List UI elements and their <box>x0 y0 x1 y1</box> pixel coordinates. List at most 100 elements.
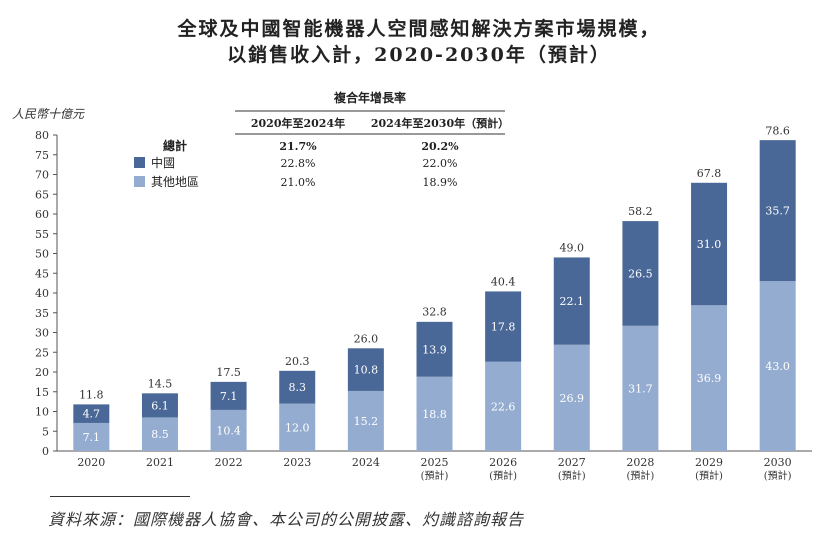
cagr-value-2024-2030: 18.9% <box>423 176 458 189</box>
cagr-row-label: 中國 <box>151 155 175 170</box>
bar-segment-other-regions <box>759 281 796 451</box>
bar-segment-china <box>759 140 796 282</box>
cagr-value-2020-2024: 21.0% <box>281 176 316 189</box>
x-tick-note: (預計) <box>489 469 517 482</box>
x-tick-label: 2022 <box>215 456 243 469</box>
x-tick-label: 2021 <box>146 456 174 469</box>
source-note: 資料來源：國際機器人協會、本公司的公開披露、灼識諮詢報告 <box>48 510 525 529</box>
data-label-china: 17.8 <box>491 321 516 334</box>
y-tick-label: 35 <box>35 307 49 320</box>
data-label-china: 6.1 <box>151 399 169 412</box>
cagr-value-2024-2030: 20.2% <box>421 140 459 153</box>
data-label-total: 67.8 <box>697 167 722 180</box>
x-tick-label: 2030 <box>764 456 792 469</box>
chart-title-line2: 以銷售收入計，2020-2030年（預計） <box>227 44 611 66</box>
y-tick-label: 45 <box>35 267 49 280</box>
data-label-total: 20.3 <box>285 355 310 368</box>
source-divider <box>50 496 190 497</box>
bar-segment-china <box>553 257 590 345</box>
y-tick-label: 75 <box>35 149 49 162</box>
y-axis-label: 人民幣十億元 <box>12 107 85 121</box>
data-label-other-regions: 7.1 <box>83 431 101 444</box>
y-tick-label: 10 <box>35 406 49 419</box>
cagr-col2-header: 2024年至2030年（預計） <box>371 116 509 130</box>
x-tick-label: 2020 <box>77 456 105 469</box>
y-tick-label: 65 <box>35 188 49 201</box>
cagr-row-label: 其他地區 <box>151 175 199 189</box>
data-label-china: 26.5 <box>628 267 653 280</box>
bar-segment-china <box>485 291 522 362</box>
cagr-row-label: 總計 <box>163 138 187 153</box>
data-label-other-regions: 10.4 <box>216 424 241 437</box>
cagr-value-2024-2030: 22.0% <box>423 157 458 170</box>
data-label-other-regions: 22.6 <box>491 400 516 413</box>
data-label-china: 13.9 <box>422 343 447 356</box>
bar-segment-china <box>347 348 384 391</box>
bar-segment-china <box>279 370 316 404</box>
x-tick-label: 2023 <box>283 456 311 469</box>
bar-segment-china <box>73 404 110 423</box>
x-tick-label: 2026 <box>489 456 517 469</box>
y-tick-label: 80 <box>35 129 49 142</box>
data-label-total: 14.5 <box>148 378 173 391</box>
x-tick-label: 2025 <box>421 456 449 469</box>
cagr-col1-header: 2020年至2024年 <box>251 116 345 130</box>
bar-segment-other-regions <box>210 409 247 451</box>
y-tick-label: 20 <box>35 366 49 379</box>
data-label-china: 10.8 <box>354 364 379 377</box>
data-label-other-regions: 18.8 <box>422 408 447 421</box>
bar-segment-china <box>141 393 178 418</box>
x-tick-label: 2024 <box>352 456 380 469</box>
data-label-other-regions: 12.0 <box>285 421 310 434</box>
data-label-china: 7.1 <box>220 390 238 403</box>
bar-segment-other-regions <box>485 361 522 451</box>
data-label-china: 31.0 <box>697 238 722 251</box>
bar-segment-china <box>691 182 728 306</box>
legend-swatch <box>134 157 145 168</box>
bar-segment-other-regions <box>347 390 384 451</box>
x-tick-note: (預計) <box>558 469 586 482</box>
data-label-total: 40.4 <box>491 275 516 288</box>
bar-segment-china <box>416 321 453 377</box>
data-label-china: 22.1 <box>560 295 585 308</box>
data-label-other-regions: 36.9 <box>697 372 722 385</box>
y-tick-label: 55 <box>35 228 49 241</box>
bar-segment-china <box>210 381 247 410</box>
y-tick-label: 70 <box>35 169 49 182</box>
x-tick-label: 2029 <box>695 456 723 469</box>
bar-segment-other-regions <box>141 417 178 451</box>
y-tick-label: 50 <box>35 248 49 261</box>
bar-segment-other-regions <box>279 403 316 451</box>
legend-swatch <box>134 176 145 187</box>
data-label-other-regions: 31.7 <box>628 382 653 395</box>
x-tick-note: (預計) <box>764 469 792 482</box>
y-tick-label: 60 <box>35 208 49 221</box>
bar-segment-china <box>622 221 659 326</box>
data-label-total: 11.8 <box>79 388 104 401</box>
data-label-other-regions: 15.2 <box>354 415 379 428</box>
y-tick-label: 0 <box>42 445 49 458</box>
bar-segment-other-regions <box>553 344 590 451</box>
chart-title-line1: 全球及中國智能機器人空間感知解決方案市場規模， <box>177 18 661 40</box>
data-label-china: 35.7 <box>765 205 790 218</box>
y-tick-label: 25 <box>35 346 49 359</box>
y-tick-label: 30 <box>35 327 49 340</box>
bar-segment-other-regions <box>416 376 453 451</box>
x-tick-label: 2027 <box>558 456 586 469</box>
data-label-total: 58.2 <box>628 205 653 218</box>
x-tick-note: (預計) <box>695 469 723 482</box>
bar-segment-other-regions <box>73 422 110 451</box>
y-tick-label: 40 <box>35 287 49 300</box>
data-label-total: 78.6 <box>765 125 790 138</box>
data-label-china: 4.7 <box>83 408 101 421</box>
data-label-china: 8.3 <box>288 381 306 394</box>
data-label-other-regions: 8.5 <box>151 428 169 441</box>
y-tick-label: 15 <box>35 386 49 399</box>
data-label-other-regions: 26.9 <box>560 392 585 405</box>
x-tick-note: (預計) <box>421 469 449 482</box>
data-label-total: 17.5 <box>216 366 241 379</box>
data-label-total: 26.0 <box>354 332 379 345</box>
cagr-heading: 複合年增長率 <box>333 90 406 105</box>
data-label-other-regions: 43.0 <box>765 360 790 373</box>
